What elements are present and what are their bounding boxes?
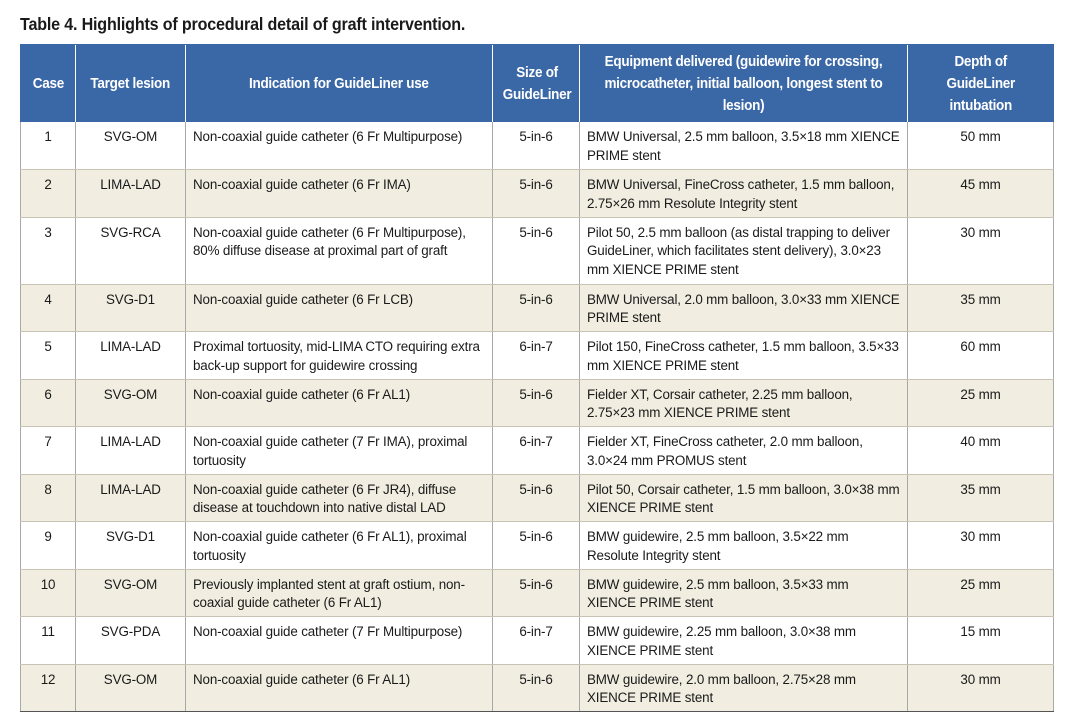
procedural-detail-table: Case Target lesion Indication for GuideL… bbox=[20, 44, 1054, 712]
table-row: 8 LIMA-LAD Non-coaxial guide catheter (6… bbox=[20, 474, 1054, 522]
cell-target-lesion: SVG-PDA bbox=[75, 616, 186, 665]
cell-case: 11 bbox=[20, 616, 76, 665]
cell-size: 6-in-7 bbox=[492, 426, 580, 475]
cell-size: 5-in-6 bbox=[492, 217, 580, 285]
cell-target-lesion: SVG-D1 bbox=[75, 284, 186, 332]
table-header-row: Case Target lesion Indication for GuideL… bbox=[20, 44, 1054, 122]
cell-equipment: BMW guidewire, 2.5 mm balloon, 3.5×33 mm… bbox=[579, 569, 908, 617]
cell-depth: 15 mm bbox=[907, 616, 1054, 665]
table-row: 4 SVG-D1 Non-coaxial guide catheter (6 F… bbox=[20, 284, 1054, 332]
cell-depth: 35 mm bbox=[907, 474, 1054, 522]
cell-case: 4 bbox=[20, 284, 76, 332]
cell-equipment: Fielder XT, FineCross catheter, 2.0 mm b… bbox=[579, 426, 908, 475]
cell-equipment: Fielder XT, Corsair catheter, 2.25 mm ba… bbox=[579, 379, 908, 427]
cell-depth: 25 mm bbox=[907, 379, 1054, 427]
cell-case: 10 bbox=[20, 569, 76, 617]
cell-size: 5-in-6 bbox=[492, 379, 580, 427]
table-row: 12 SVG-OM Non-coaxial guide catheter (6 … bbox=[20, 664, 1054, 712]
cell-indication: Non-coaxial guide catheter (6 Fr Multipu… bbox=[185, 217, 493, 285]
header-case: Case bbox=[20, 44, 76, 122]
table-row: 5 LIMA-LAD Proximal tortuosity, mid-LIMA… bbox=[20, 331, 1054, 380]
cell-depth: 45 mm bbox=[907, 169, 1054, 218]
cell-case: 8 bbox=[20, 474, 76, 522]
cell-case: 6 bbox=[20, 379, 76, 427]
cell-size: 5-in-6 bbox=[492, 474, 580, 522]
cell-equipment: BMW guidewire, 2.0 mm balloon, 2.75×28 m… bbox=[579, 664, 908, 712]
table-row: 3 SVG-RCA Non-coaxial guide catheter (6 … bbox=[20, 217, 1054, 285]
header-target-lesion: Target lesion bbox=[75, 44, 186, 122]
header-depth: Depth of GuideLiner intubation bbox=[907, 44, 1054, 122]
cell-case: 9 bbox=[20, 521, 76, 570]
cell-equipment: BMW Universal, 2.5 mm balloon, 3.5×18 mm… bbox=[579, 122, 908, 170]
cell-indication: Non-coaxial guide catheter (6 Fr JR4), d… bbox=[185, 474, 493, 522]
header-equipment: Equipment delivered (guidewire for cross… bbox=[579, 44, 908, 122]
cell-depth: 25 mm bbox=[907, 569, 1054, 617]
cell-case: 7 bbox=[20, 426, 76, 475]
cell-size: 6-in-7 bbox=[492, 331, 580, 380]
cell-target-lesion: LIMA-LAD bbox=[75, 331, 186, 380]
table-row: 11 SVG-PDA Non-coaxial guide catheter (7… bbox=[20, 616, 1054, 665]
cell-target-lesion: SVG-OM bbox=[75, 122, 186, 170]
table-row: 1 SVG-OM Non-coaxial guide catheter (6 F… bbox=[20, 122, 1054, 170]
table-row: 7 LIMA-LAD Non-coaxial guide catheter (7… bbox=[20, 426, 1054, 475]
cell-size: 5-in-6 bbox=[492, 169, 580, 218]
cell-case: 3 bbox=[20, 217, 76, 285]
cell-target-lesion: LIMA-LAD bbox=[75, 474, 186, 522]
cell-depth: 30 mm bbox=[907, 521, 1054, 570]
cell-equipment: BMW guidewire, 2.25 mm balloon, 3.0×38 m… bbox=[579, 616, 908, 665]
cell-target-lesion: SVG-D1 bbox=[75, 521, 186, 570]
cell-target-lesion: SVG-RCA bbox=[75, 217, 186, 285]
cell-case: 5 bbox=[20, 331, 76, 380]
cell-indication: Non-coaxial guide catheter (7 Fr Multipu… bbox=[185, 616, 493, 665]
cell-target-lesion: SVG-OM bbox=[75, 379, 186, 427]
cell-equipment: Pilot 50, 2.5 mm balloon (as distal trap… bbox=[579, 217, 908, 285]
cell-depth: 30 mm bbox=[907, 217, 1054, 285]
cell-equipment: Pilot 50, Corsair catheter, 1.5 mm ballo… bbox=[579, 474, 908, 522]
cell-depth: 30 mm bbox=[907, 664, 1054, 712]
cell-size: 5-in-6 bbox=[492, 284, 580, 332]
cell-indication: Non-coaxial guide catheter (6 Fr Multipu… bbox=[185, 122, 493, 170]
cell-target-lesion: LIMA-LAD bbox=[75, 426, 186, 475]
cell-equipment: BMW guidewire, 2.5 mm balloon, 3.5×22 mm… bbox=[579, 521, 908, 570]
cell-equipment: BMW Universal, FineCross catheter, 1.5 m… bbox=[579, 169, 908, 218]
cell-equipment: Pilot 150, FineCross catheter, 1.5 mm ba… bbox=[579, 331, 908, 380]
cell-size: 5-in-6 bbox=[492, 569, 580, 617]
header-indication: Indication for GuideLiner use bbox=[185, 44, 493, 122]
table-row: 6 SVG-OM Non-coaxial guide catheter (6 F… bbox=[20, 379, 1054, 427]
cell-case: 1 bbox=[20, 122, 76, 170]
table-row: 9 SVG-D1 Non-coaxial guide catheter (6 F… bbox=[20, 521, 1054, 570]
cell-size: 5-in-6 bbox=[492, 664, 580, 712]
cell-target-lesion: SVG-OM bbox=[75, 569, 186, 617]
cell-size: 6-in-7 bbox=[492, 616, 580, 665]
cell-target-lesion: LIMA-LAD bbox=[75, 169, 186, 218]
cell-indication: Non-coaxial guide catheter (6 Fr LCB) bbox=[185, 284, 493, 332]
cell-case: 12 bbox=[20, 664, 76, 712]
cell-case: 2 bbox=[20, 169, 76, 218]
cell-indication: Non-coaxial guide catheter (6 Fr AL1), p… bbox=[185, 521, 493, 570]
cell-depth: 50 mm bbox=[907, 122, 1054, 170]
table-row: 10 SVG-OM Previously implanted stent at … bbox=[20, 569, 1054, 617]
cell-indication: Non-coaxial guide catheter (7 Fr IMA), p… bbox=[185, 426, 493, 475]
cell-equipment: BMW Universal, 2.0 mm balloon, 3.0×33 mm… bbox=[579, 284, 908, 332]
cell-depth: 60 mm bbox=[907, 331, 1054, 380]
cell-target-lesion: SVG-OM bbox=[75, 664, 186, 712]
cell-indication: Non-coaxial guide catheter (6 Fr AL1) bbox=[185, 664, 493, 712]
cell-size: 5-in-6 bbox=[492, 521, 580, 570]
cell-indication: Proximal tortuosity, mid-LIMA CTO requir… bbox=[185, 331, 493, 380]
cell-size: 5-in-6 bbox=[492, 122, 580, 170]
cell-depth: 40 mm bbox=[907, 426, 1054, 475]
header-size: Size of GuideLiner bbox=[492, 44, 580, 122]
cell-indication: Non-coaxial guide catheter (6 Fr AL1) bbox=[185, 379, 493, 427]
cell-indication: Non-coaxial guide catheter (6 Fr IMA) bbox=[185, 169, 493, 218]
table-row: 2 LIMA-LAD Non-coaxial guide catheter (6… bbox=[20, 169, 1054, 218]
cell-depth: 35 mm bbox=[907, 284, 1054, 332]
cell-indication: Previously implanted stent at graft osti… bbox=[185, 569, 493, 617]
table-caption: Table 4. Highlights of procedural detail… bbox=[20, 14, 466, 34]
